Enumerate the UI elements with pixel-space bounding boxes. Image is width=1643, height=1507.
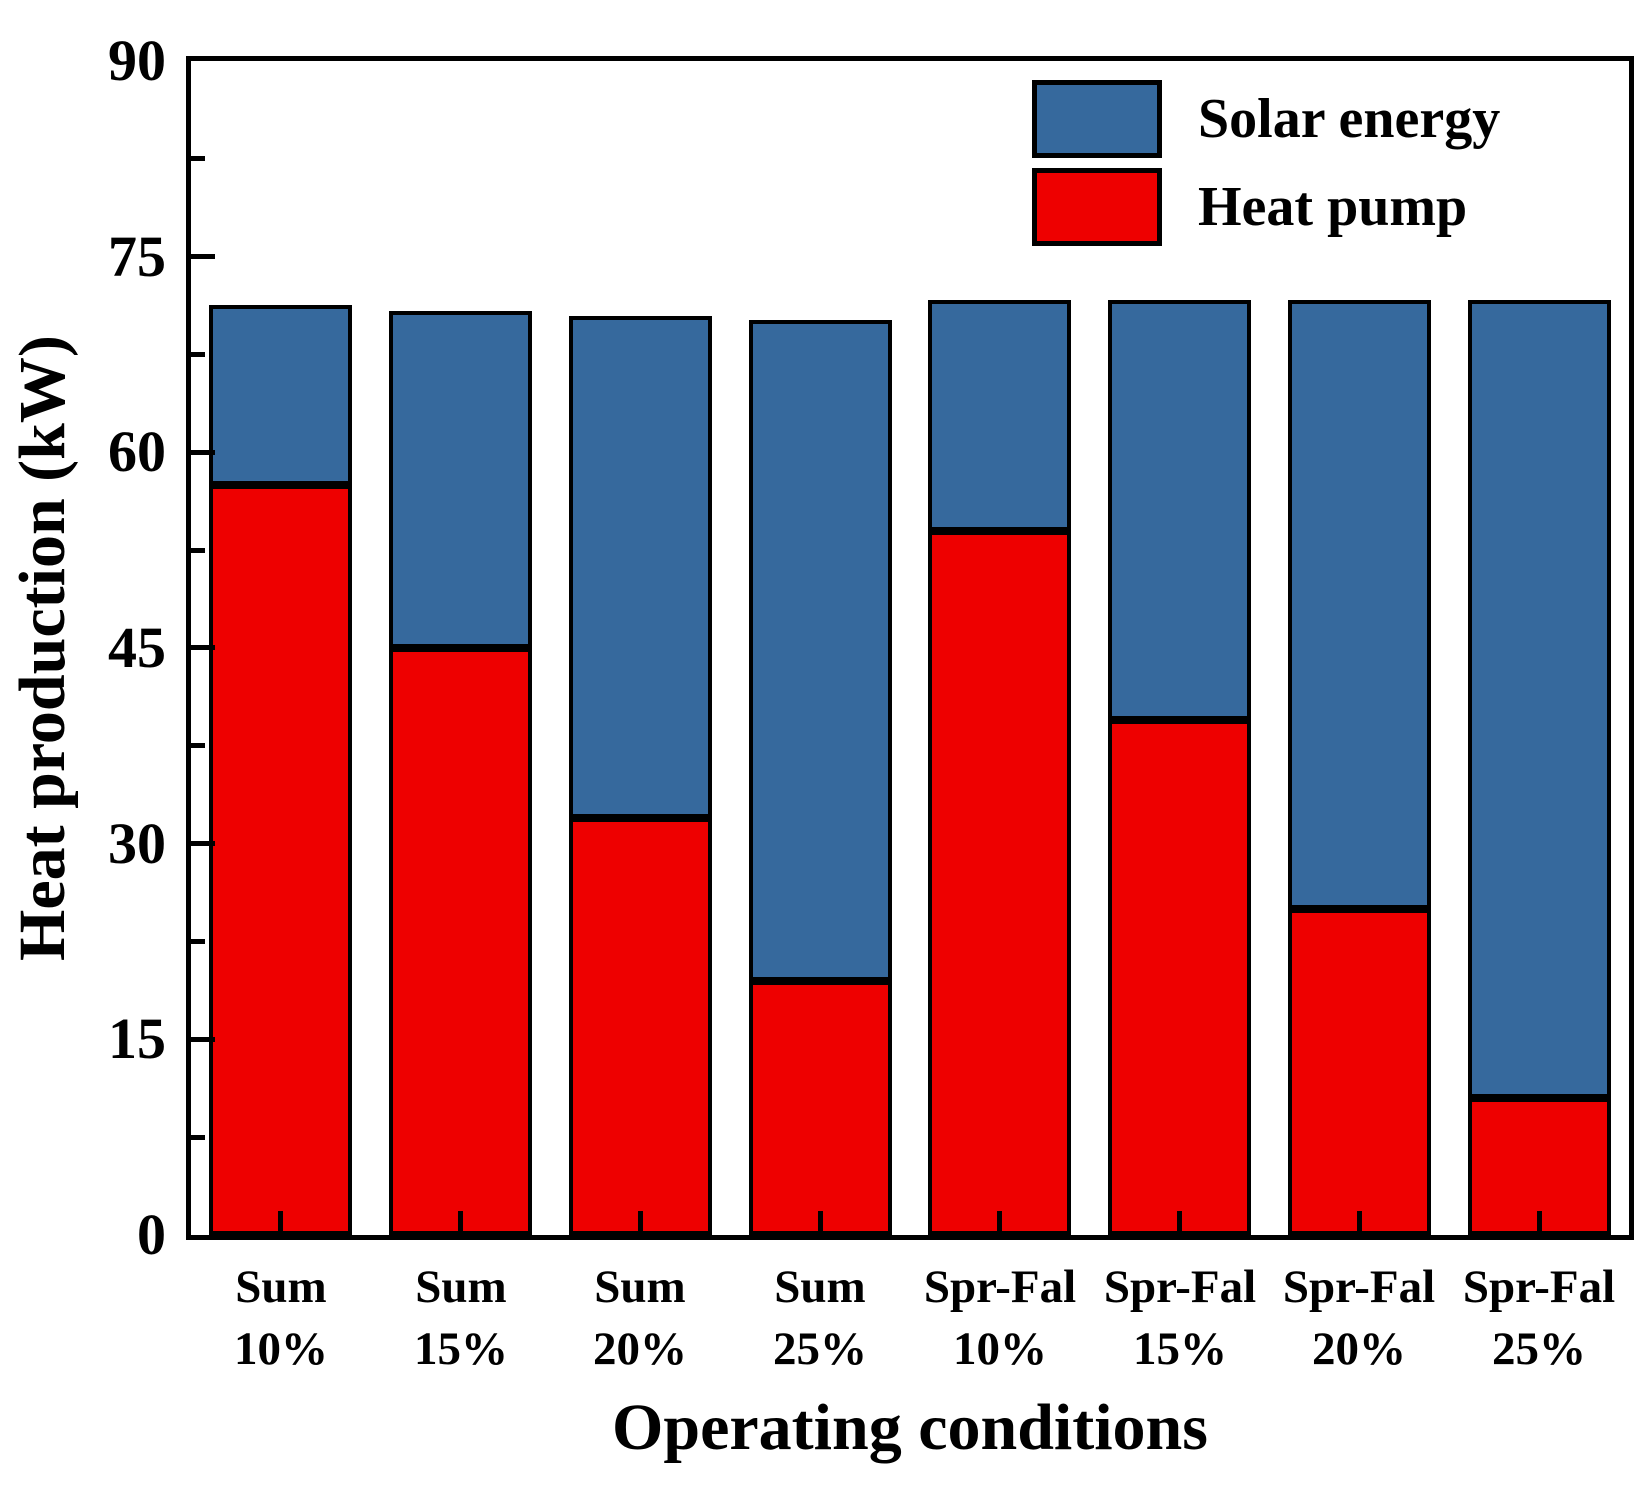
bar-segment-solar-energy-spr-fal-20- — [1288, 300, 1431, 909]
x-category-label-sum-10-: Sum 10% — [161, 1256, 401, 1380]
bar-segment-heat-pump-spr-fal-15- — [1108, 720, 1251, 1235]
bar-sum-20- — [569, 316, 712, 1235]
x-category-label-line2: 20% — [593, 1323, 687, 1375]
x-category-label-sum-15-: Sum 15% — [341, 1256, 581, 1380]
x-tick-spr-fal-15- — [1177, 1211, 1182, 1235]
y-major-tick-45 — [191, 645, 215, 650]
x-category-label-line2: 25% — [1492, 1323, 1586, 1375]
x-category-label-spr-fal-25-: Spr-Fal 25% — [1419, 1256, 1643, 1380]
bar-sum-25- — [749, 320, 892, 1235]
x-category-label-sum-20-: Sum 20% — [520, 1256, 760, 1380]
y-tick-label-15: 15 — [108, 1006, 166, 1071]
bar-spr-fal-25- — [1468, 300, 1611, 1235]
y-tick-label-75: 75 — [108, 224, 166, 289]
plot-area — [186, 56, 1634, 1240]
x-category-label-line1: Sum — [594, 1261, 686, 1313]
x-category-label-line2: 15% — [414, 1323, 508, 1375]
x-tick-spr-fal-25- — [1537, 1211, 1542, 1235]
bar-spr-fal-15- — [1108, 300, 1251, 1235]
bar-segment-heat-pump-sum-15- — [389, 648, 532, 1235]
y-minor-tick-7.5 — [191, 1135, 205, 1140]
x-category-label-line2: 20% — [1312, 1323, 1406, 1375]
y-tick-label-30: 30 — [108, 811, 166, 876]
x-category-label-spr-fal-15-: Spr-Fal 15% — [1060, 1256, 1300, 1380]
bar-segment-solar-energy-spr-fal-10- — [928, 300, 1071, 531]
bar-segment-solar-energy-spr-fal-25- — [1468, 300, 1611, 1098]
y-major-tick-30 — [191, 841, 215, 846]
bar-sum-15- — [389, 311, 532, 1235]
x-axis-title: Operating conditions — [612, 1391, 1208, 1464]
x-tick-sum-10- — [278, 1211, 283, 1235]
x-category-label-line2: 10% — [953, 1323, 1047, 1375]
x-category-label-line2: 10% — [234, 1323, 328, 1375]
x-tick-sum-20- — [638, 1211, 643, 1235]
legend-label-heat-pump: Heat pump — [1198, 176, 1468, 238]
x-category-label-sum-25-: Sum 25% — [700, 1256, 940, 1380]
bar-segment-solar-energy-sum-25- — [749, 320, 892, 981]
legend-item-solar-energy: Solar energy — [1032, 80, 1500, 158]
y-tick-label-0: 0 — [137, 1202, 166, 1267]
x-tick-sum-25- — [818, 1211, 823, 1235]
bar-segment-heat-pump-spr-fal-20- — [1288, 909, 1431, 1235]
legend: Solar energy Heat pump — [1032, 80, 1500, 256]
x-category-label-spr-fal-20-: Spr-Fal 20% — [1239, 1256, 1479, 1380]
y-minor-tick-67.5 — [191, 352, 205, 357]
x-category-label-line1: Sum — [235, 1261, 327, 1313]
legend-label-solar-energy: Solar energy — [1198, 88, 1501, 150]
x-category-label-line2: 25% — [773, 1323, 867, 1375]
x-category-label-line1: Sum — [774, 1261, 866, 1313]
x-category-label-line1: Sum — [415, 1261, 507, 1313]
y-tick-label-45: 45 — [108, 615, 166, 680]
x-category-label-line1: Spr-Fal — [923, 1261, 1077, 1313]
bar-spr-fal-20- — [1288, 300, 1431, 1235]
y-minor-tick-37.5 — [191, 743, 205, 748]
x-category-label-line1: Spr-Fal — [1282, 1261, 1436, 1313]
y-major-tick-75 — [191, 254, 215, 259]
y-minor-tick-22.5 — [191, 939, 205, 944]
x-category-label-line1: Spr-Fal — [1462, 1261, 1616, 1313]
x-category-label-spr-fal-10-: Spr-Fal 10% — [880, 1256, 1120, 1380]
y-minor-tick-82.5 — [191, 156, 205, 161]
x-tick-spr-fal-10- — [997, 1211, 1002, 1235]
x-category-label-line1: Spr-Fal — [1103, 1261, 1257, 1313]
bar-sum-10- — [209, 305, 352, 1235]
y-tick-label-60: 60 — [108, 419, 166, 484]
y-tick-label-90: 90 — [108, 28, 166, 93]
bar-segment-solar-energy-sum-10- — [209, 305, 352, 485]
x-category-label-line2: 15% — [1133, 1323, 1227, 1375]
bar-segment-solar-energy-sum-15- — [389, 311, 532, 648]
legend-item-heat-pump: Heat pump — [1032, 168, 1500, 246]
legend-swatch-heat-pump — [1032, 168, 1162, 246]
bar-segment-heat-pump-sum-20- — [569, 818, 712, 1235]
bar-segment-heat-pump-spr-fal-10- — [928, 531, 1071, 1235]
bar-segment-solar-energy-sum-20- — [569, 316, 712, 818]
bar-segment-heat-pump-sum-25- — [749, 981, 892, 1235]
bar-spr-fal-10- — [928, 300, 1071, 1235]
y-major-tick-15 — [191, 1037, 215, 1042]
y-major-tick-60 — [191, 450, 215, 455]
bar-segment-heat-pump-sum-10- — [209, 485, 352, 1235]
x-tick-sum-15- — [458, 1211, 463, 1235]
x-tick-spr-fal-20- — [1357, 1211, 1362, 1235]
y-minor-tick-52.5 — [191, 548, 205, 553]
bar-segment-solar-energy-spr-fal-15- — [1108, 300, 1251, 720]
legend-swatch-solar-energy — [1032, 80, 1162, 158]
